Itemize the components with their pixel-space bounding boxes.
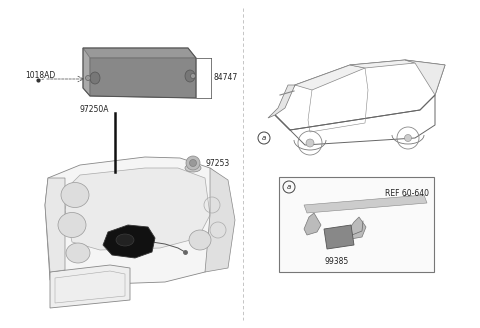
Polygon shape [324,225,354,249]
Circle shape [85,75,91,80]
Polygon shape [65,168,210,250]
Text: REF 60-640: REF 60-640 [385,189,429,197]
Polygon shape [304,213,321,235]
Text: 84747: 84747 [213,73,237,83]
Polygon shape [268,85,295,118]
Polygon shape [83,48,90,96]
Text: 99385: 99385 [325,257,349,266]
Polygon shape [90,58,196,98]
Text: 97253: 97253 [206,158,230,168]
Ellipse shape [61,182,89,208]
Text: 1018AD: 1018AD [25,71,55,79]
Polygon shape [350,60,415,68]
Circle shape [191,73,195,78]
Text: a: a [262,135,266,141]
Text: a: a [287,184,291,190]
Circle shape [186,156,200,170]
Ellipse shape [185,164,201,172]
Polygon shape [205,168,235,272]
Ellipse shape [116,234,134,246]
Text: 97250A: 97250A [80,105,109,114]
Polygon shape [103,225,155,258]
Circle shape [190,159,196,167]
Bar [279,177,434,272]
Ellipse shape [185,70,195,82]
Polygon shape [304,195,427,213]
Ellipse shape [90,72,100,84]
Ellipse shape [189,230,211,250]
Circle shape [405,134,411,141]
Polygon shape [45,178,65,272]
Ellipse shape [66,243,90,263]
Polygon shape [83,48,196,58]
Ellipse shape [58,213,86,237]
Polygon shape [405,60,445,95]
Polygon shape [347,217,366,239]
Circle shape [306,139,314,147]
Polygon shape [295,65,365,90]
Polygon shape [45,157,228,285]
Polygon shape [50,265,130,308]
